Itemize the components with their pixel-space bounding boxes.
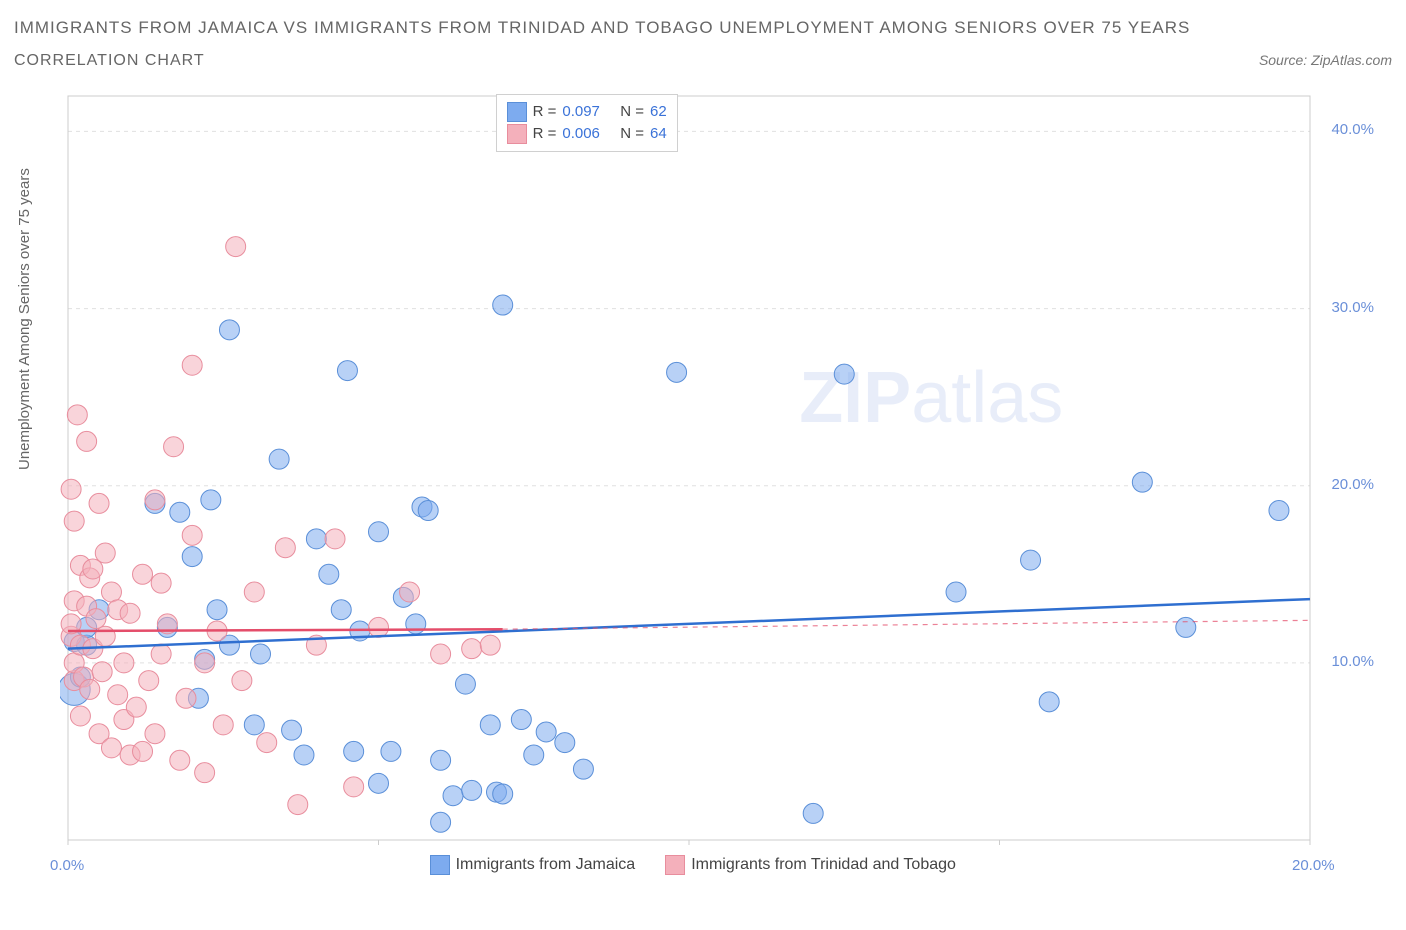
legend-r-value: 0.097 xyxy=(562,101,600,123)
x-tick-label: 20.0% xyxy=(1292,857,1335,874)
legend-swatch-icon xyxy=(430,855,450,875)
series-name: Immigrants from Jamaica xyxy=(456,856,636,873)
chart-title: IMMIGRANTS FROM JAMAICA VS IMMIGRANTS FR… xyxy=(14,18,1392,38)
page: IMMIGRANTS FROM JAMAICA VS IMMIGRANTS FR… xyxy=(0,0,1406,930)
source-label: Source: ZipAtlas.com xyxy=(1259,52,1392,68)
legend-n-label: N = xyxy=(620,123,644,145)
y-axis-label: Unemployment Among Seniors over 75 years xyxy=(16,168,33,470)
legend-n-label: N = xyxy=(620,101,644,123)
series-legend-item: Immigrants from Trinidad and Tobago xyxy=(665,855,956,875)
legend-swatch-icon xyxy=(507,102,527,122)
legend-row: R = 0.006 N = 64 xyxy=(507,123,667,145)
y-tick-label: 40.0% xyxy=(1331,121,1374,138)
legend-r-label: R = xyxy=(533,101,557,123)
y-tick-label: 20.0% xyxy=(1331,476,1374,493)
legend-n-value: 64 xyxy=(650,123,667,145)
subtitle-row: CORRELATION CHART Source: ZipAtlas.com xyxy=(14,52,1392,70)
y-tick-label: 10.0% xyxy=(1331,653,1374,670)
series-legend: Immigrants from Jamaica Immigrants from T… xyxy=(430,855,956,875)
series-legend-item: Immigrants from Jamaica xyxy=(430,855,636,875)
legend-swatch-icon xyxy=(665,855,685,875)
chart-area: ZIPatlas 10.0%20.0%30.0%40.0%0.0%20.0%R … xyxy=(60,90,1380,880)
scatter-plot: ZIPatlas xyxy=(60,90,1380,880)
title-block: IMMIGRANTS FROM JAMAICA VS IMMIGRANTS FR… xyxy=(14,18,1392,70)
legend-row: R = 0.097 N = 62 xyxy=(507,101,667,123)
legend-swatch-icon xyxy=(507,124,527,144)
x-tick-label: 0.0% xyxy=(50,857,84,874)
y-tick-label: 30.0% xyxy=(1331,299,1374,316)
series-name: Immigrants from Trinidad and Tobago xyxy=(691,856,956,873)
correlation-legend: R = 0.097 N = 62R = 0.006 N = 64 xyxy=(496,94,678,152)
legend-r-value: 0.006 xyxy=(562,123,600,145)
legend-n-value: 62 xyxy=(650,101,667,123)
chart-subtitle: CORRELATION CHART xyxy=(14,52,205,70)
legend-r-label: R = xyxy=(533,123,557,145)
